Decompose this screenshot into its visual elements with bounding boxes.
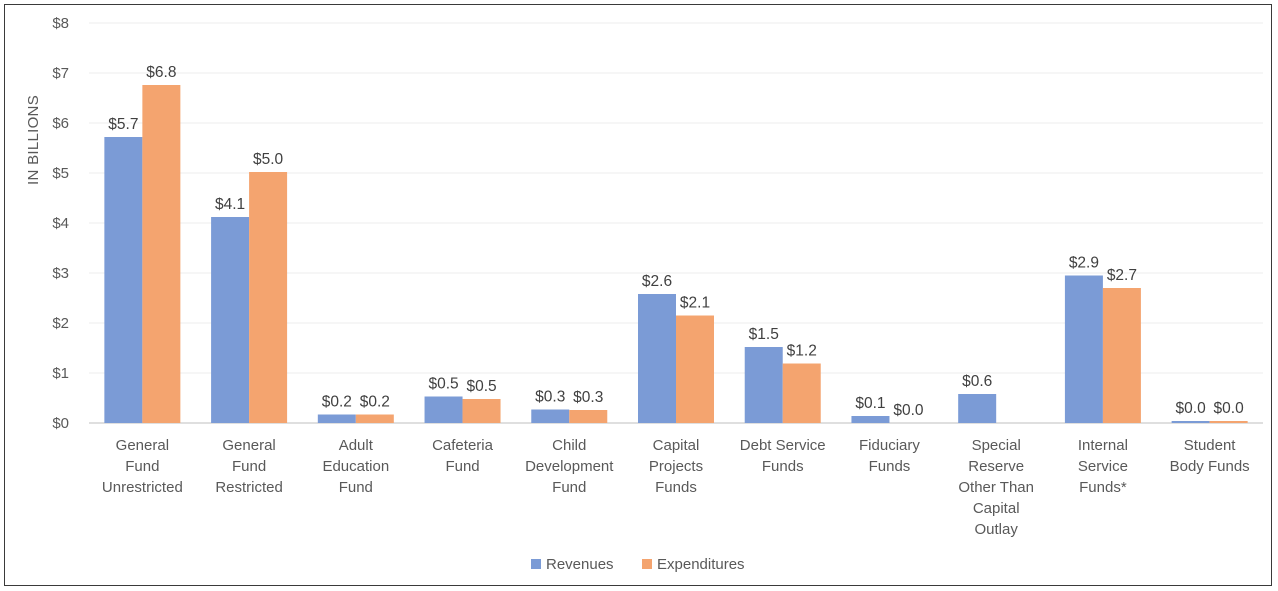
legend-swatch-revenues [531, 559, 541, 569]
data-label: $0.5 [428, 376, 458, 393]
bars [104, 85, 1248, 423]
data-label: $6.8 [146, 64, 176, 81]
data-label: $0.1 [855, 395, 885, 412]
data-label: $0.2 [360, 394, 390, 411]
bar-revenues [638, 294, 676, 423]
y-tick-label: $8 [52, 15, 69, 32]
x-tick-label: Internal Service Funds* [1078, 437, 1128, 496]
data-label: $4.1 [215, 196, 245, 213]
data-label: $5.0 [253, 151, 284, 168]
bar-revenues [104, 137, 143, 423]
data-label: $2.7 [1107, 267, 1137, 284]
data-label: $0.3 [573, 389, 603, 406]
x-tick-label: Fiduciary Funds [859, 437, 920, 475]
data-label: $1.5 [749, 326, 779, 343]
bar-expenditures [782, 363, 821, 423]
x-tick-label: General Fund Restricted [215, 437, 283, 496]
data-label: $5.7 [108, 116, 138, 133]
bar-revenues [1064, 275, 1103, 423]
bar-expenditures [569, 410, 608, 423]
bar-revenues [1171, 421, 1210, 423]
x-tick-label: Special Reserve Other Than Capital Outlay [958, 437, 1034, 538]
x-tick-label: Debt Service Funds [740, 437, 826, 475]
bar-expenditures [142, 85, 181, 423]
data-label: $0.0 [1214, 400, 1245, 417]
bar-revenues [317, 414, 356, 423]
legend-swatch-expenditures [642, 559, 652, 569]
y-tick-label: $2 [52, 315, 69, 332]
bar-revenues [851, 416, 890, 423]
y-axis: $0 $1 $2 $3 $4 $5 $6 $7 $8 [52, 15, 69, 432]
y-tick-label: $6 [52, 115, 69, 132]
y-tick-label: $7 [52, 65, 69, 82]
legend-label-expenditures: Expenditures [657, 556, 745, 573]
bar-chart: $0$1$2$3$4$5$6$7$8 $5.7$6.8$4.1$5.0$0.2 $… [25, 15, 1263, 573]
chart-frame: $0 $1 $2 $3 $4 $5 $6 $7 $8 $5.7 $6.8 $4.1 $5.0 $0.2 $… [4, 4, 1272, 586]
bar-revenues [424, 396, 463, 423]
y-tick-label: $5 [52, 165, 69, 182]
x-axis-labels: General Fund Unrestricted General Fund Restri… [102, 437, 1250, 538]
data-label: $0.2 [322, 394, 352, 411]
data-label: $2.6 [642, 273, 672, 290]
data-label: $0.5 [466, 378, 496, 395]
bar-expenditures [462, 399, 501, 423]
x-tick-label: General Fund Unrestricted [102, 437, 183, 496]
x-tick-label: Cafeteria Fund [432, 437, 494, 475]
y-axis-title: IN BILLIONS [25, 95, 42, 185]
legend: Revenues Expenditures [531, 556, 745, 573]
bar-expenditures [355, 414, 394, 423]
bar-revenues [211, 217, 250, 423]
y-tick-label: $0 [52, 415, 69, 432]
bar-revenues [744, 347, 783, 423]
legend-label-revenues: Revenues [546, 556, 614, 573]
x-tick-label: Adult Education Fund [322, 437, 389, 496]
y-tick-label: $4 [52, 215, 69, 232]
y-tick-label: $3 [52, 265, 69, 282]
data-labels: $5.7 $6.8 $4.1 $5.0 $0.2 $0.2 $0.5 $0.5 $0.3 $0.3… [108, 64, 1244, 419]
bar-expenditures [1209, 421, 1248, 423]
x-tick-label: Capital Projects Funds [649, 437, 703, 496]
data-label: $0.6 [962, 373, 992, 390]
data-label: $1.2 [787, 343, 817, 360]
bar-revenues [958, 394, 997, 423]
bar-revenues [531, 409, 570, 423]
bar-expenditures [676, 315, 714, 423]
y-tick-label: $1 [52, 365, 69, 382]
data-label: $0.3 [535, 389, 565, 406]
data-label: $0.0 [1176, 400, 1207, 417]
data-label: $2.9 [1069, 255, 1099, 272]
x-tick-label: Student Body Funds [1170, 437, 1250, 475]
x-tick-label: Child Development Fund [525, 437, 614, 496]
bar-expenditures [249, 172, 288, 423]
data-label: $0.0 [893, 402, 924, 419]
data-label: $2.1 [680, 295, 710, 312]
bar-expenditures [1102, 288, 1141, 423]
